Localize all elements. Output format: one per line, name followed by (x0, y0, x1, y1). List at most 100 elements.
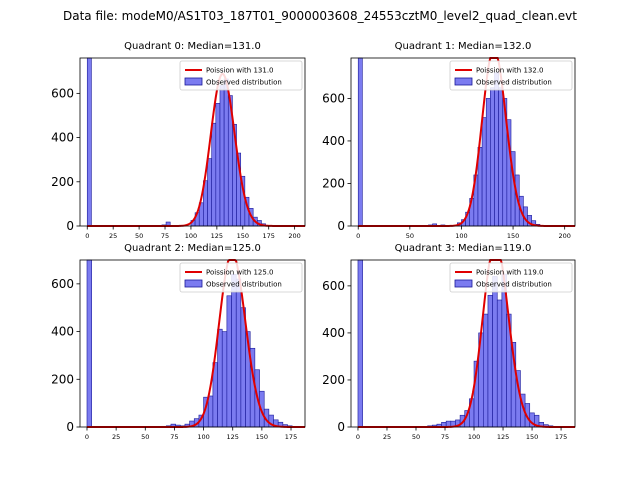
x-tick-label: 175 (285, 433, 297, 441)
histogram-bar (226, 295, 232, 428)
quadrant-1-panel: Quadrant 1: Median=132.0 0 50 100 150 200 0 2… (322, 41, 576, 240)
histogram-bar (219, 85, 225, 227)
y-tick-label: 600 (322, 279, 345, 293)
quadrant-0-legend-observed: Observed distribution (206, 79, 282, 87)
x-tick-label: 75 (161, 232, 169, 240)
quadrant-3-bars (357, 259, 554, 428)
quadrant-1-legend-bar-swatch (454, 77, 473, 86)
y-tick-label: 200 (51, 372, 74, 386)
quadrant-2-legend-observed: Observed distribution (206, 281, 282, 289)
quadrant-2-panel: Quadrant 2: Median=125.0 0 25 50 75 100 125 15… (51, 243, 306, 441)
histogram-bar (211, 122, 217, 227)
x-tick-label: 0 (356, 433, 360, 441)
y-tick-label: 400 (322, 326, 345, 340)
x-tick-label: 50 (412, 433, 420, 441)
y-tick-label: 0 (66, 219, 74, 233)
histogram-bar (496, 299, 503, 428)
x-tick-label: 75 (170, 433, 178, 441)
y-tick-label: 200 (51, 175, 74, 189)
histogram-bar (357, 57, 363, 227)
quadrant-3-legend-observed: Observed distribution (476, 281, 552, 289)
quadrant-1-title: Quadrant 1: Median=132.0 (395, 41, 532, 52)
x-tick-label: 50 (406, 232, 414, 240)
x-tick-label: 100 (197, 433, 209, 441)
quadrant-3-legend: Poission with 119.0 Observed distributio… (449, 262, 573, 293)
quadrant-0-legend: Poission with 131.0 Observed distributio… (179, 60, 303, 91)
quadrant-3-legend-bar-swatch (454, 279, 473, 288)
y-tick-label: 200 (322, 176, 345, 190)
quadrant-2-title: Quadrant 2: Median=125.0 (124, 243, 261, 254)
quadrant-3-y-ticks: 0 200 400 600 (322, 279, 351, 434)
quadrant-2-legend-poisson: Poission with 125.0 (206, 269, 274, 277)
histogram-bar (357, 259, 363, 428)
y-tick-label: 600 (51, 277, 74, 291)
x-tick-label: 25 (109, 232, 117, 240)
x-tick-label: 150 (256, 433, 268, 441)
y-tick-label: 600 (51, 86, 74, 100)
histogram-bar (494, 72, 499, 227)
quadrant-1-legend-poisson: Poission with 132.0 (476, 67, 544, 75)
y-tick-label: 400 (51, 131, 74, 145)
quadrant-1-legend: Poission with 132.0 Observed distributio… (449, 60, 573, 91)
y-tick-label: 400 (51, 325, 74, 339)
histogram-bar (231, 274, 237, 428)
quadrant-1-legend-observed: Observed distribution (476, 79, 552, 87)
histogram-bar (235, 278, 242, 428)
histogram-bar (490, 87, 495, 227)
x-tick-label: 50 (135, 232, 143, 240)
x-tick-label: 175 (262, 232, 274, 240)
y-tick-label: 400 (322, 134, 345, 148)
histogram-bar (221, 331, 228, 428)
quadrant-0-legend-poisson: Poission with 131.0 (206, 67, 274, 75)
quadrant-0-y-ticks: 0 200 400 600 (51, 86, 80, 233)
x-tick-label: 0 (85, 232, 89, 240)
quadrant-3-title: Quadrant 3: Median=119.0 (395, 243, 532, 254)
quadrant-3-legend-poisson: Poission with 119.0 (476, 269, 544, 277)
quadrant-3-panel: Quadrant 3: Median=119.0 0 25 50 75 100 125 15… (322, 243, 576, 441)
y-tick-label: 600 (322, 91, 345, 105)
histogram-bar (86, 259, 92, 428)
y-tick-label: 0 (66, 420, 74, 434)
x-tick-label: 125 (211, 232, 223, 240)
x-tick-label: 200 (288, 232, 300, 240)
quadrant-2-axes-frame (79, 259, 306, 428)
quadrant-3-axes-frame (350, 259, 576, 428)
quadrant-0-legend-bar-swatch (184, 77, 203, 86)
x-tick-label: 100 (468, 433, 480, 441)
quadrant-1-axes-frame (350, 57, 576, 227)
quadrant-2-legend-bar-swatch (184, 279, 203, 288)
y-tick-label: 0 (337, 219, 345, 233)
quadrant-1-y-ticks: 0 200 400 600 (322, 91, 351, 233)
x-tick-label: 0 (85, 433, 89, 441)
quadrant-0-x-ticks: 0 25 50 75 100 125 150 175 200 (85, 226, 301, 240)
histogram-bar (86, 57, 92, 227)
x-tick-label: 0 (356, 232, 360, 240)
y-tick-label: 0 (337, 420, 345, 434)
x-tick-label: 175 (555, 433, 567, 441)
quadrant-3-legend-box (449, 262, 573, 293)
x-tick-label: 125 (227, 433, 239, 441)
histogram-bar (481, 117, 487, 227)
quadrant-2-legend: Poission with 125.0 Observed distributio… (179, 262, 303, 293)
x-tick-label: 200 (558, 232, 570, 240)
quadrant-3-x-ticks: 0 25 50 75 100 125 150 175 (356, 427, 567, 441)
x-tick-label: 100 (185, 232, 197, 240)
x-tick-label: 150 (507, 232, 519, 240)
quadrant-0-title: Quadrant 0: Median=131.0 (124, 41, 261, 52)
quadrant-0-legend-box (179, 60, 303, 91)
y-tick-label: 200 (322, 373, 345, 387)
x-tick-label: 25 (112, 433, 120, 441)
quadrant-2-y-ticks: 0 200 400 600 (51, 277, 80, 434)
histogram-bar (483, 313, 489, 428)
histogram-bar (498, 87, 504, 227)
quadrant-0-axes-frame (79, 57, 306, 227)
x-tick-label: 50 (141, 433, 149, 441)
quadrant-1-x-ticks: 0 50 100 150 200 (356, 226, 571, 240)
quadrant-2-x-ticks: 0 25 50 75 100 125 150 175 (85, 427, 297, 441)
quadrant-0-panel: Quadrant 0: Median=131.0 0 25 50 75 100 125 15… (51, 41, 306, 240)
histogram-bar (207, 158, 212, 227)
figure-title: Data file: modeM0/AS1T03_187T01_90000036… (63, 9, 577, 23)
quadrant-1-legend-box (449, 60, 573, 91)
histogram-bar (485, 98, 491, 227)
